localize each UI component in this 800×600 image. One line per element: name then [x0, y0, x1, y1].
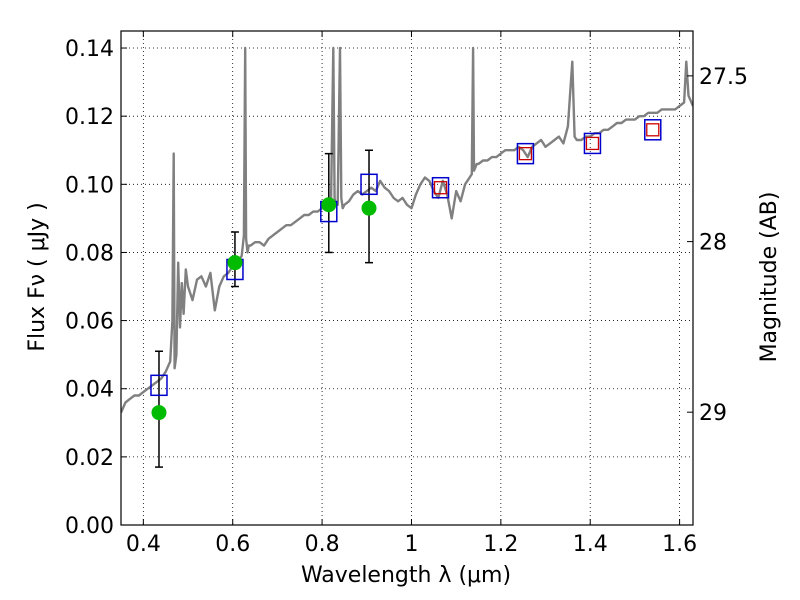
tick-marks — [121, 31, 693, 526]
spectrum-line — [121, 46, 693, 414]
blue-square-marker — [431, 176, 450, 199]
marker-series — [150, 119, 662, 421]
y-tick-label: 0.06 — [65, 310, 114, 335]
blue-square-marker — [360, 173, 378, 196]
grid-lines — [121, 31, 693, 526]
y-tick-label: 0.08 — [65, 241, 114, 266]
green-data-point — [361, 200, 377, 216]
plot-frame — [120, 30, 694, 526]
red-square-marker — [646, 123, 660, 137]
x-axis-title: Wavelength λ (μm) — [301, 563, 511, 588]
x-tick-label: 0.6 — [215, 532, 250, 557]
green-data-point — [227, 255, 243, 271]
y-tick-label: 0.00 — [65, 514, 114, 539]
y-tick-label: 0.12 — [65, 105, 114, 130]
y2-tick-label: 27.5 — [699, 65, 748, 90]
x-tick-label: 1.4 — [573, 532, 608, 557]
y-axis-title: Flux Fν ( μJy ) — [25, 202, 50, 351]
tick-labels: 0.4 0.6 0.8 1 1.2 1.4 1.6 0.00 0.02 0.04 0.06 0.08 0… — [65, 37, 748, 557]
y2-tick-label: 28 — [699, 231, 727, 256]
red-square-marker — [585, 136, 600, 151]
x-tick-label: 0.8 — [305, 532, 340, 557]
y-tick-label: 0.02 — [65, 446, 114, 471]
x-tick-label: 1 — [404, 532, 418, 557]
y-tick-label: 0.10 — [65, 173, 114, 198]
blue-square-marker — [150, 374, 168, 397]
x-tick-label: 1.6 — [662, 532, 697, 557]
blue-square-marker — [644, 119, 662, 141]
red-square-marker — [433, 181, 448, 195]
green-data-point — [151, 405, 167, 421]
red-square-marker — [518, 146, 533, 161]
x-tick-label: 0.4 — [126, 532, 161, 557]
y2-tick-label: 29 — [699, 401, 727, 426]
x-tick-label: 1.2 — [483, 532, 518, 557]
spectrum-series — [121, 46, 693, 414]
blue-square-marker — [516, 142, 535, 165]
blue-square-marker — [583, 132, 602, 155]
green-data-point — [321, 197, 337, 213]
y-tick-label: 0.14 — [65, 37, 114, 62]
y-tick-label: 0.04 — [65, 378, 114, 403]
y2-axis-title: Magnitude (AB) — [757, 192, 782, 363]
